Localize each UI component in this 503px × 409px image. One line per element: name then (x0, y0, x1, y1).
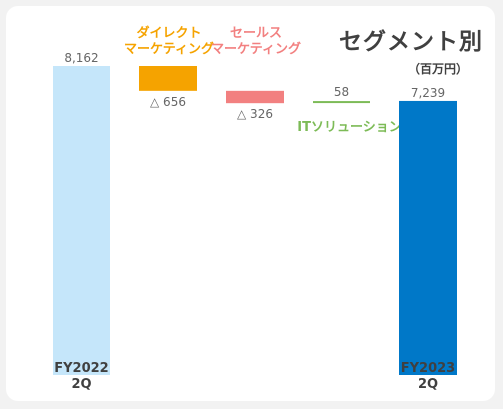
category-label-4-line-2: 2Q (418, 377, 438, 392)
bar-2 (226, 90, 284, 104)
category-label-4-line-1: FY2023 (401, 361, 455, 376)
value-label-3: 58 (334, 85, 349, 99)
value-label-2: △ 326 (237, 107, 273, 121)
bar-3 (313, 101, 370, 104)
chart-title: セグメント別 (339, 29, 483, 55)
bar-4 (399, 100, 457, 376)
value-label-4: 7,239 (411, 86, 445, 100)
bar-0 (53, 66, 110, 375)
value-label-1: △ 656 (150, 95, 186, 109)
category-label-1-line-1: ダイレクト (136, 25, 201, 41)
category-label-0-line-1: FY2022 (54, 361, 108, 376)
category-label-3: ITソリューション (297, 120, 401, 135)
category-label-2-line-2: マーケティング (211, 41, 301, 57)
unit-label: （百万円） (408, 62, 469, 76)
category-label-1-line-2: マーケティング (124, 41, 214, 57)
category-label-0-line-2: 2Q (71, 377, 91, 392)
bar-1 (139, 66, 197, 91)
value-label-0: 8,162 (64, 51, 98, 65)
category-label-2-line-1: セールス (230, 26, 282, 41)
